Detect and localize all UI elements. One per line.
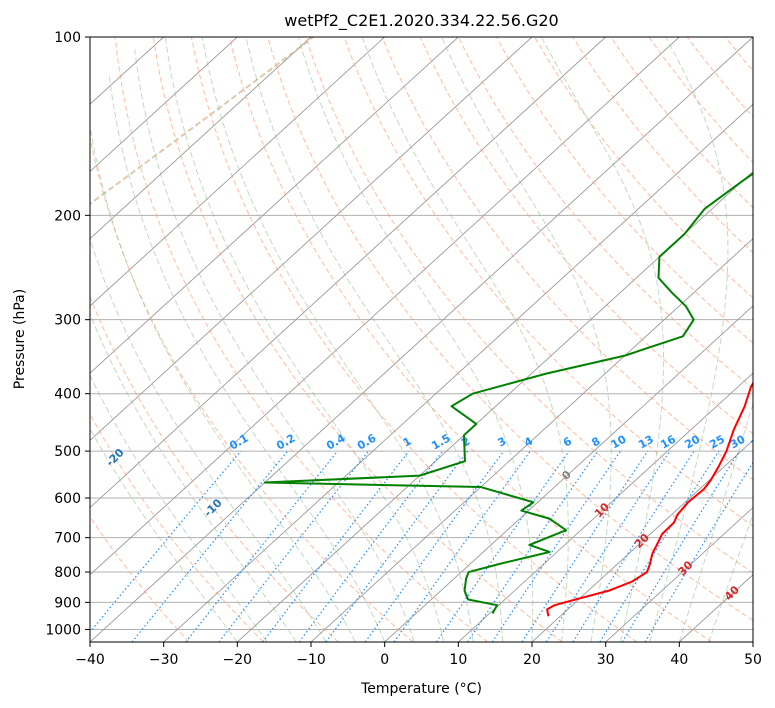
moist-adiabat-line [441, 37, 612, 642]
dry-adiabat-line [114, 37, 488, 642]
y-axis-title: Pressure (hPa) [12, 289, 28, 389]
isotherm-line [384, 305, 753, 642]
mixing-ratio-line [90, 450, 242, 634]
dry-adiabat-line [495, 37, 753, 344]
x-tick-label: 40 [670, 652, 688, 668]
mixing-ratio-line [491, 450, 621, 642]
skewed-isotherms [90, 37, 753, 642]
mixing-ratio-line [467, 450, 599, 642]
y-tick-label: 600 [54, 491, 81, 507]
moist-adiabat-line [540, 37, 665, 642]
moist-adiabat-line [108, 72, 386, 642]
isotherm-line [90, 37, 385, 307]
isotherm-line [163, 103, 753, 642]
dry-adiabat-line [267, 37, 753, 622]
plot-frame [89, 36, 754, 643]
axes: −40 −30 −20 −10 0 10 20 30 40 50 100 200 300 400 500 60… [45, 30, 762, 668]
y-tick-label: 700 [54, 531, 81, 547]
mixing-ratio-line [262, 450, 410, 642]
moist-adiabat-line [297, 37, 534, 642]
moist-adiabat-line [90, 236, 327, 642]
dry-adiabat-line [763, 37, 775, 642]
mixing-ratio-lines [90, 450, 753, 642]
x-tick-label: 10 [449, 652, 467, 668]
y-tick-label: 400 [54, 387, 81, 403]
mixing-ratio-line [435, 450, 570, 642]
x-tick-label: 0 [380, 652, 389, 668]
isotherm-line [90, 37, 680, 576]
isotherm-line [458, 372, 753, 642]
x-tick-label: 50 [744, 652, 762, 668]
isotherm-line [90, 37, 533, 441]
mixing-ratio-line [325, 450, 469, 642]
x-tick-label: 20 [523, 652, 541, 668]
isotherm-line [605, 506, 753, 642]
isotherm-line [237, 170, 753, 642]
isotherm-line [90, 37, 312, 240]
x-tick-label: −40 [75, 652, 105, 668]
moist-adiabat-line [134, 49, 415, 642]
mixing-ratio-line [298, 450, 444, 642]
moist-adiabat-line [164, 37, 445, 642]
chart-title: wetPf2_C2E1.2020.334.22.56.G20 [284, 11, 558, 31]
mixing-ratio-line [621, 450, 740, 642]
dry-adiabat-line [152, 37, 563, 642]
y-tick-label: 900 [54, 595, 81, 611]
isotherm-line [752, 641, 753, 642]
mixing-ratio-line [131, 450, 289, 642]
isotherm-line [531, 439, 753, 642]
mixing-ratio-line [393, 450, 531, 642]
dry-adiabat-line [381, 37, 753, 481]
isotherm-line [90, 37, 238, 173]
dewpoint-profile [263, 172, 753, 615]
moist-adiabat-line [361, 37, 569, 642]
isotherm-line [90, 37, 606, 509]
moist-adiabat-line [678, 401, 753, 642]
dry-adiabat-line [343, 37, 753, 527]
temperature-profile [546, 381, 753, 617]
moist-adiabat-line [90, 123, 356, 642]
moist-adiabat-line [90, 374, 268, 642]
mixing-ratio-line [364, 450, 505, 642]
x-axis-title: Temperature (°C) [360, 681, 482, 697]
dry-adiabat-line [305, 37, 753, 574]
x-tick-label: 30 [597, 652, 615, 668]
dry-adiabat-label: -30 [17, 395, 40, 418]
pressure-gridlines [90, 37, 753, 630]
y-tick-label: 800 [54, 565, 81, 581]
y-tick-label: 300 [54, 313, 81, 329]
mixing-ratio-label: 36 [748, 432, 768, 451]
mixing-ratio-line [545, 450, 671, 642]
isotherm-line [90, 37, 753, 642]
moist-adiabat-line [90, 312, 297, 642]
mixing-ratio-line [185, 450, 339, 642]
dry-adiabat-line [534, 37, 753, 299]
dry-adiabat-line [90, 412, 264, 642]
dry-adiabat-line [457, 37, 753, 389]
dry-adiabat-line [419, 37, 753, 435]
y-tick-label: 500 [54, 444, 81, 460]
x-tick-label: −10 [296, 652, 326, 668]
moist-adiabat-line [201, 37, 474, 642]
y-tick-label: 100 [54, 30, 81, 46]
x-tick-label: −30 [149, 652, 179, 668]
y-tick-label: 200 [54, 208, 81, 224]
moist-adiabat-line [90, 427, 238, 642]
dry-adiabat-line [229, 37, 713, 642]
mixing-ratio-line [572, 450, 695, 642]
y-tick-label: 1000 [45, 622, 81, 638]
isotherm-line [90, 37, 459, 374]
sounding-traces [263, 172, 753, 617]
moist-adiabat-line [649, 37, 729, 642]
x-tick-label: −20 [223, 652, 253, 668]
mixing-ratio-line [521, 450, 649, 642]
